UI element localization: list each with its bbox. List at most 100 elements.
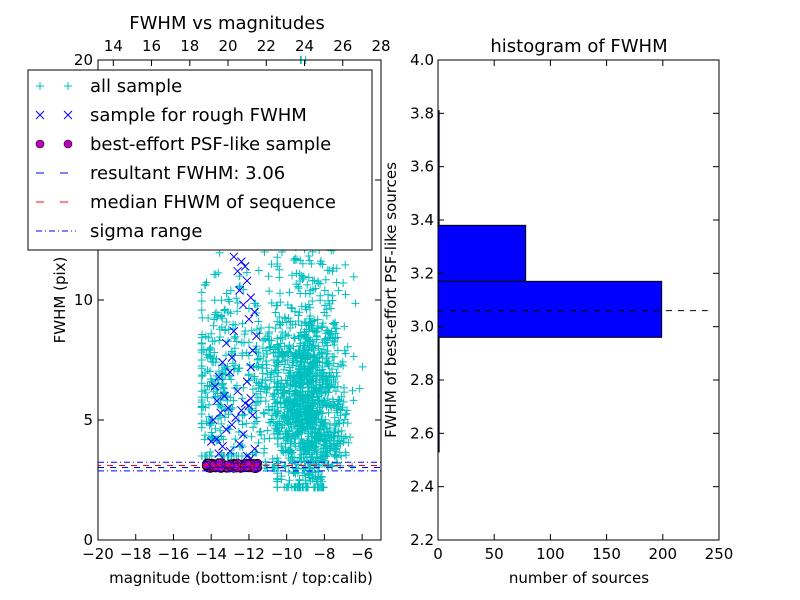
scatter-point-all-sample	[297, 332, 306, 341]
scatter-point-rough-fwhm	[248, 410, 258, 420]
scatter-point-all-sample	[308, 440, 317, 449]
scatter-point-all-sample	[217, 374, 226, 383]
scatter-point-all-sample	[308, 474, 317, 483]
scatter-point-all-sample	[338, 357, 347, 366]
scatter-point-all-sample	[290, 395, 299, 404]
scatter-point-all-sample	[218, 314, 227, 323]
scatter-point-all-sample	[293, 468, 302, 477]
scatter-point-all-sample	[296, 289, 305, 298]
scatter-point-all-sample	[349, 352, 358, 361]
scatter-point-all-sample	[306, 376, 315, 385]
scatter-point-all-sample	[295, 308, 304, 317]
scatter-point-all-sample	[271, 308, 280, 317]
scatter-point-all-sample	[333, 372, 342, 381]
scatter-point-all-sample	[279, 447, 288, 456]
scatter-point-all-sample	[341, 260, 350, 269]
scatter-point-all-sample	[322, 402, 331, 411]
scatter-point-all-sample	[331, 318, 340, 327]
scatter-point-all-sample	[203, 393, 212, 402]
scatter-point-all-sample	[323, 266, 332, 275]
y-tick-label: 3.0	[410, 318, 434, 336]
histogram-ticks: 0 50 100 150 200 250 2.2 2.4 2.6 2.8 3.0 3.2 3.4 3.6 3…	[410, 51, 733, 563]
scatter-point-all-sample	[328, 334, 337, 343]
scatter-point-all-sample	[266, 342, 275, 351]
scatter-point-all-sample	[217, 403, 226, 412]
scatter-point-all-sample	[253, 325, 262, 334]
x-tick-label: −16	[158, 545, 190, 563]
y-tick-label: 2.2	[410, 531, 434, 549]
scatter-point-all-sample	[271, 399, 280, 408]
scatter-point-all-sample	[299, 404, 308, 413]
scatter-point-all-sample	[210, 348, 219, 357]
scatter-point-all-sample	[264, 402, 273, 411]
scatter-point-all-sample	[265, 434, 274, 443]
scatter-point-all-sample	[340, 322, 349, 331]
scatter-point-all-sample	[298, 383, 307, 392]
scatter-point-all-sample	[212, 308, 221, 317]
histogram-frame	[437, 59, 720, 541]
scatter-point-rough-fwhm	[223, 403, 233, 413]
scatter-point-all-sample	[251, 401, 260, 410]
scatter-point-all-sample	[277, 382, 286, 391]
legend-label-sigma-range: sigma range	[90, 221, 202, 242]
scatter-point-rough-fwhm	[227, 420, 237, 430]
scatter-point-rough-fwhm	[208, 415, 218, 425]
scatter-point-all-sample	[259, 352, 268, 361]
scatter-point-all-sample	[274, 352, 283, 361]
scatter-point-all-sample	[286, 406, 295, 415]
scatter-point-all-sample	[276, 333, 285, 342]
scatter-point-all-sample	[278, 421, 287, 430]
scatter-point-all-sample	[276, 393, 285, 402]
scatter-point-all-sample	[284, 314, 293, 323]
scatter-point-all-sample	[300, 371, 309, 380]
scatter-point-rough-fwhm	[242, 377, 252, 386]
scatter-point-all-sample	[307, 432, 316, 441]
scatter-point-all-sample	[207, 452, 216, 460]
scatter-point-all-sample	[321, 377, 330, 386]
scatter-point-all-sample	[258, 375, 267, 384]
scatter-point-all-sample	[271, 421, 280, 430]
scatter-point-all-sample	[230, 365, 239, 374]
histogram-plot: histogram of FWHM 0 50 100 150 200 250 2.2 2.4 2…	[382, 36, 733, 587]
x-tick-label: 100	[536, 545, 565, 563]
scatter-point-rough-fwhm	[238, 430, 248, 439]
scatter-point-all-sample	[264, 272, 273, 281]
scatter-point-all-sample	[329, 375, 338, 384]
scatter-point-all-sample	[349, 272, 358, 281]
scatter-point-all-sample	[263, 332, 272, 341]
scatter-point-all-sample	[267, 260, 276, 269]
scatter-point-all-sample	[225, 297, 234, 306]
scatter-point-all-sample	[291, 353, 300, 362]
scatter-point-all-sample	[285, 476, 294, 485]
scatter-point-all-sample	[280, 388, 289, 397]
scatter-point-all-sample	[270, 368, 279, 377]
scatter-point-all-sample	[315, 349, 324, 358]
legend-symbol-rough-fwhm	[63, 110, 73, 120]
y-tick-label: 2.8	[410, 371, 434, 389]
scatter-point-all-sample	[297, 390, 306, 399]
scatter-point-all-sample	[296, 256, 305, 265]
scatter-point-all-sample	[327, 327, 336, 336]
scatter-point-all-sample	[301, 354, 310, 363]
scatter-point-all-sample	[274, 407, 283, 416]
scatter-point-all-sample	[217, 419, 226, 428]
y-tick-label: 2.4	[410, 478, 434, 496]
x-tick-label: 50	[485, 545, 504, 563]
scatter-point-all-sample	[326, 330, 335, 339]
scatter-point-all-sample	[319, 368, 328, 377]
scatter-point-all-sample	[314, 344, 323, 353]
scatter-point-all-sample	[209, 321, 218, 330]
scatter-point-all-sample	[265, 287, 274, 296]
scatter-point-all-sample	[299, 446, 308, 455]
scatter-point-all-sample	[310, 316, 319, 325]
scatter-point-all-sample	[233, 298, 242, 307]
legend-symbol-psf-sample	[35, 139, 45, 149]
x-tick-label: −18	[120, 545, 152, 563]
scatter-point-all-sample	[267, 298, 276, 307]
scatter-point-all-sample	[318, 401, 327, 410]
x-tick-label: −12	[233, 545, 265, 563]
scatter-point-all-sample	[210, 394, 219, 403]
scatter-point-all-sample	[207, 357, 216, 366]
scatter-point-all-sample	[242, 419, 251, 428]
